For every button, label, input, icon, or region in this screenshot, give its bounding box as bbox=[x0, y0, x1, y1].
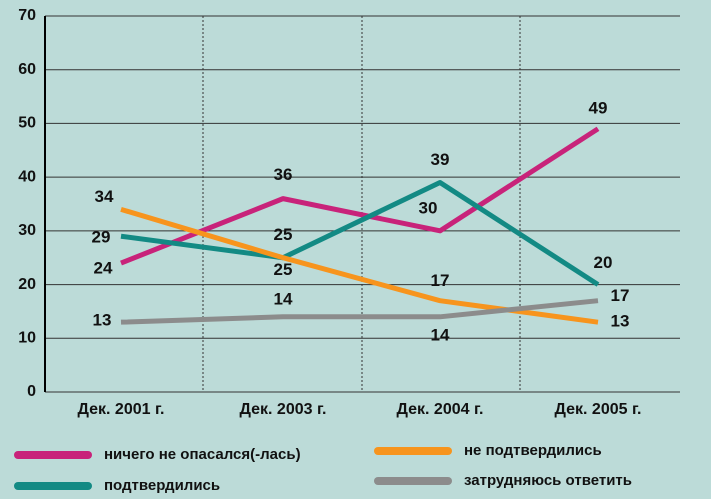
data-label: 14 bbox=[274, 289, 293, 308]
y-tick-label: 50 bbox=[18, 115, 36, 132]
data-label: 34 bbox=[95, 187, 114, 206]
y-tick-label: 40 bbox=[18, 168, 36, 185]
data-label: 29 bbox=[92, 228, 111, 247]
data-label: 17 bbox=[611, 286, 630, 305]
y-tick-label: 60 bbox=[18, 61, 36, 78]
series-line bbox=[120, 180, 600, 287]
y-tick-label: 0 bbox=[27, 383, 36, 400]
x-tick-label: Дек. 2001 г. bbox=[78, 401, 165, 418]
x-tick-label: Дек. 2003 г. bbox=[240, 401, 327, 418]
data-label: 13 bbox=[611, 312, 630, 331]
y-tick-label: 10 bbox=[18, 330, 36, 347]
data-label: 36 bbox=[274, 165, 293, 184]
data-label: 24 bbox=[94, 259, 113, 278]
y-tick-label: 30 bbox=[18, 222, 36, 239]
data-label: 25 bbox=[274, 225, 293, 244]
legend-label: не подтвердились bbox=[464, 442, 602, 459]
y-tick-label: 20 bbox=[18, 276, 36, 293]
data-label: 17 bbox=[431, 271, 450, 290]
x-tick-label: Дек. 2005 г. bbox=[555, 401, 642, 418]
data-label: 25 bbox=[274, 260, 293, 279]
data-label: 20 bbox=[594, 253, 613, 272]
series-line bbox=[120, 206, 599, 325]
data-label: 49 bbox=[589, 98, 608, 117]
legend-label: ничего не опасался(-лась) bbox=[104, 446, 301, 463]
data-label: 30 bbox=[419, 198, 438, 217]
x-tick-label: Дек. 2004 г. bbox=[397, 401, 484, 418]
legend-label: подтвердились bbox=[104, 477, 220, 494]
separators bbox=[202, 16, 521, 392]
data-label: 13 bbox=[93, 311, 112, 330]
data-label: 14 bbox=[431, 325, 450, 344]
series-line bbox=[120, 298, 599, 325]
y-tick-label: 70 bbox=[18, 7, 36, 24]
legend-label: затрудняюсь ответить bbox=[464, 472, 632, 489]
data-label: 39 bbox=[431, 150, 450, 169]
series-line bbox=[120, 126, 600, 266]
